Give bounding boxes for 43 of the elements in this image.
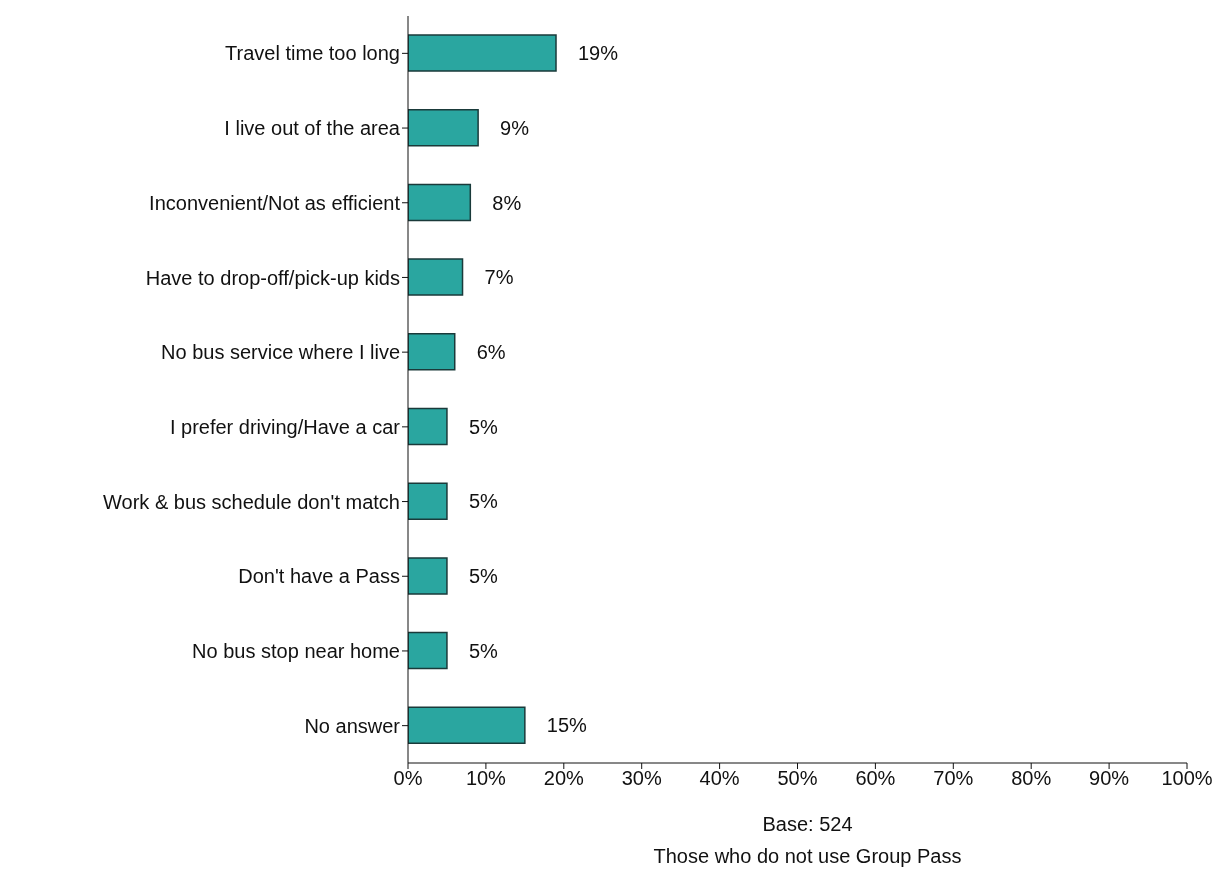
data-label: 19% [578, 42, 619, 65]
bar [408, 407, 448, 446]
x-tick-label: 70% [933, 767, 974, 790]
x-tick-label: 0% [393, 767, 423, 790]
bar [408, 258, 464, 296]
x-tick-label: 90% [1089, 767, 1130, 790]
bar [408, 631, 448, 670]
bar [408, 557, 448, 595]
data-label: 8% [492, 191, 522, 214]
data-label: 5% [468, 565, 499, 587]
data-label: 9% [500, 116, 530, 139]
y-tick-label: I prefer driving/Have a car [169, 415, 401, 438]
bar [408, 482, 448, 520]
x-tick-label: 40% [699, 767, 740, 790]
y-tick-label: Have to drop-off/pick-up kids [145, 266, 400, 289]
text: Those who do not use Group Pass [652, 844, 963, 869]
y-tick-label: Inconvenient/Not as efficient [149, 191, 401, 214]
x-axis-title: Base: 524 [761, 812, 854, 837]
x-tick-label: 20% [543, 767, 585, 790]
x-tick-label: 80% [1011, 767, 1052, 790]
y-tick-label: No answer [304, 714, 401, 737]
data-label: 6% [476, 340, 506, 363]
x-tick-label: 10% [465, 767, 507, 790]
bar [408, 108, 479, 147]
data-label: 7% [484, 266, 514, 289]
y-tick-label: No bus stop near home [192, 640, 400, 663]
data-label: 5% [468, 415, 499, 438]
bar [408, 706, 526, 745]
data-label: 5% [468, 490, 499, 513]
x-tick-label: 60% [855, 767, 896, 790]
x-tick-label: 50% [777, 767, 818, 790]
x-tick-label: 30% [621, 767, 662, 790]
data-label: 5% [468, 639, 499, 662]
data-label: 15% [546, 714, 588, 737]
y-tick-label: I live out of the area [224, 117, 401, 140]
bar [408, 333, 456, 371]
y-tick-label: No bus service where I live [161, 341, 400, 364]
bar [408, 34, 557, 72]
bar [408, 183, 472, 222]
y-tick-label: Travel time too long [225, 42, 400, 65]
x-tick-label: 100% [1161, 767, 1213, 790]
y-tick-label: Don't have a Pass [238, 565, 400, 588]
y-tick-label: Work & bus schedule don't match [103, 490, 400, 513]
